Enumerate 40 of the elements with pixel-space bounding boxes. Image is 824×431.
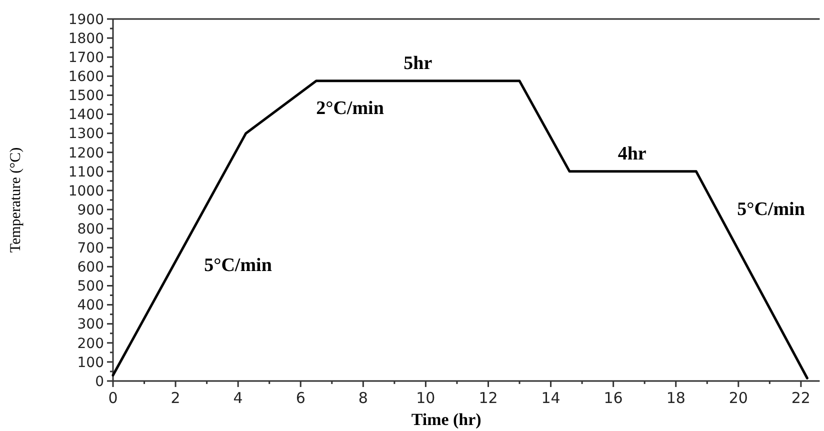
y-tick-label: 900 [77,202,104,218]
y-tick-label: 100 [77,354,104,371]
y-tick-label: 1000 [68,183,104,200]
x-tick-label: 8 [358,389,368,407]
annotation: 5°C/min [204,255,272,276]
y-tick-label: 400 [77,298,104,314]
y-tick-label: 300 [77,316,104,333]
y-tick-label: 0 [95,374,104,390]
x-tick-label: 10 [416,389,436,407]
y-tick-label: 700 [77,240,104,257]
y-tick-label: 1200 [68,145,104,162]
x-tick-label: 4 [233,389,243,407]
y-tick-label: 500 [77,278,104,295]
x-tick-label: 6 [296,389,306,407]
x-tick-label: 22 [791,389,810,407]
annotation: 5hr [404,52,433,74]
annotation: 5°C/min [737,199,806,220]
x-tick-label: 16 [604,389,623,407]
y-tick-label: 1900 [68,12,104,28]
y-tick-label: 800 [77,221,104,238]
y-tick-label: 1100 [68,164,104,180]
x-tick-label: 0 [108,389,118,407]
y-axis-title: Temperature (°C) [8,147,24,253]
x-tick-label: 20 [728,389,748,407]
y-tick-label: 200 [77,336,104,352]
y-tick-label: 1800 [68,30,104,47]
x-tick-label: 2 [170,389,180,407]
y-tick-label: 1400 [68,107,104,124]
x-tick-label: 14 [541,389,560,407]
annotation: 4hr [618,143,647,164]
y-tick-label: 1700 [68,50,104,66]
x-tick-label: 12 [478,389,498,407]
x-tick-label: 18 [666,389,686,407]
y-tick-label: 600 [77,260,104,276]
y-tick-label: 1500 [68,88,104,104]
line-series [112,80,808,380]
x-axis-title: Time (hr) [411,410,482,429]
annotation: 2°C/min [316,98,384,119]
y-tick-label: 1600 [68,69,104,86]
y-tick-label: 1300 [68,126,104,142]
